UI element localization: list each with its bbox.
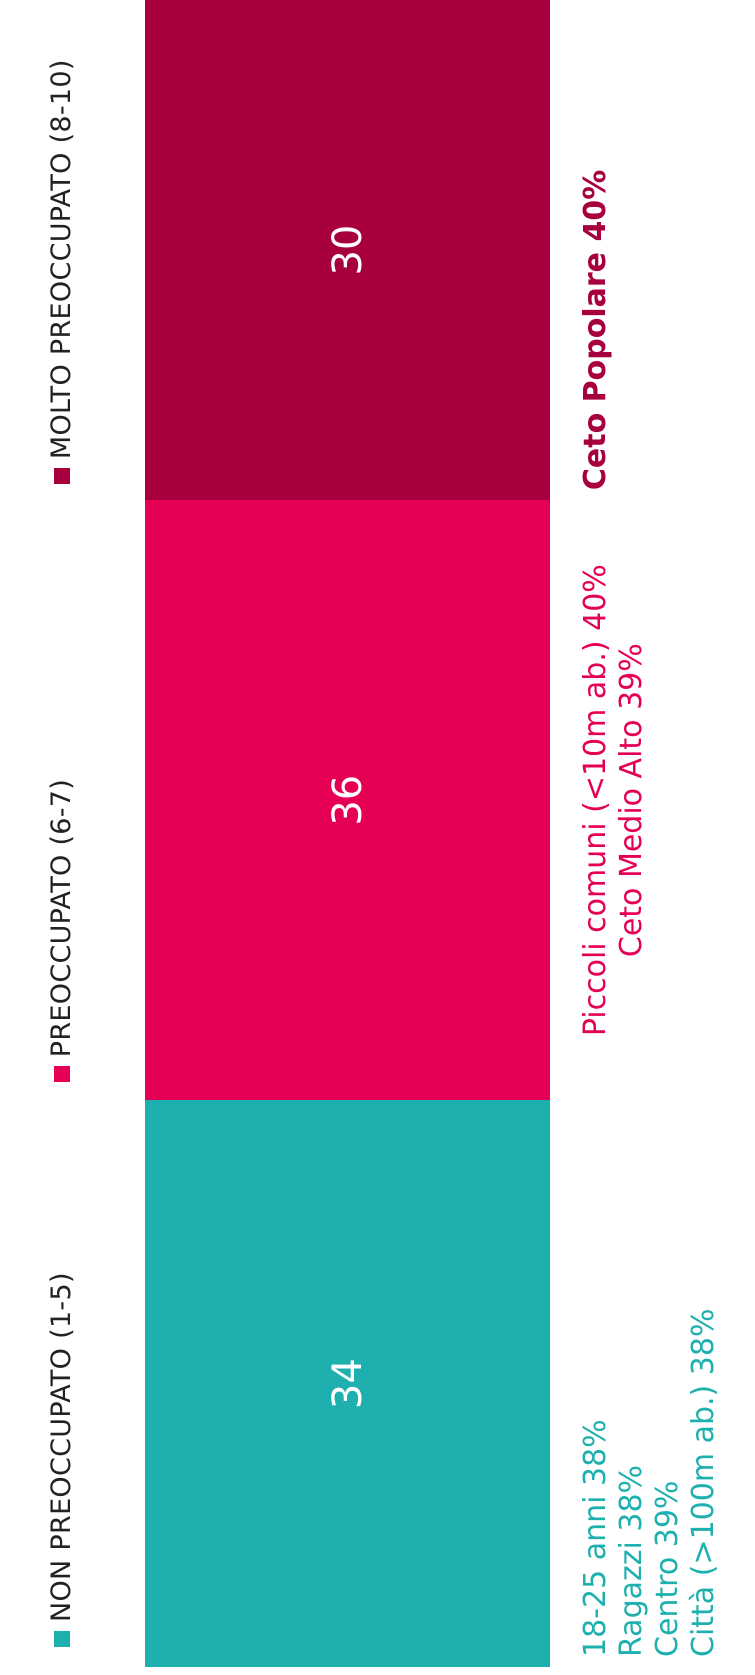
legend-swatch-preoccupato <box>53 1066 70 1083</box>
stacked-bar: 34 36 30 <box>145 0 550 1667</box>
annotation-line: Ceto Popolare 40% <box>578 169 613 491</box>
data-label-preoccupato: 36 <box>324 774 371 826</box>
annotation-preoccupato: Piccoli comuni (<10m ab.) 40% Ceto Medio… <box>578 520 650 1080</box>
bar-segment-preoccupato: 36 <box>145 500 550 1101</box>
legend-swatch-molto-preoccupato <box>53 468 70 485</box>
legend-swatch-non-preoccupato <box>53 1631 70 1647</box>
annotation-non-preoccupato: 18-25 anni 38% Ragazzi 38% Centro 39% Ci… <box>578 1097 722 1657</box>
annotation-line: Centro 39% <box>650 1480 685 1657</box>
annotation-line: 18-25 anni 38% <box>578 1419 613 1657</box>
chart-legend: NON PREOCCUPATO (1-5) PREOCCUPATO (6-7) … <box>0 0 120 1675</box>
legend-item-molto-preoccupato: MOLTO PREOCCUPATO (8-10) <box>46 59 77 485</box>
annotation-line: Ragazzi 38% <box>614 1464 649 1657</box>
annotation-molto-preoccupato: Ceto Popolare 40% <box>578 0 614 490</box>
bar-segment-molto-preoccupato: 30 <box>145 0 550 501</box>
legend-label-non-preoccupato: NON PREOCCUPATO (1-5) <box>46 1272 77 1622</box>
data-label-molto-preoccupato: 30 <box>324 224 371 276</box>
annotation-line: Piccoli comuni (<10m ab.) 40% <box>578 564 613 1037</box>
legend-label-preoccupato: PREOCCUPATO (6-7) <box>46 778 77 1058</box>
bar-segment-non-preoccupato: 34 <box>145 1100 550 1667</box>
legend-item-preoccupato: PREOCCUPATO (6-7) <box>46 778 77 1083</box>
legend-label-molto-preoccupato: MOLTO PREOCCUPATO (8-10) <box>46 59 77 460</box>
annotation-line: Città (>100m ab.) 38% <box>686 1308 721 1657</box>
legend-item-non-preoccupato: NON PREOCCUPATO (1-5) <box>46 1272 77 1647</box>
annotation-line: Ceto Medio Alto 39% <box>614 643 649 958</box>
data-label-non-preoccupato: 34 <box>324 1358 371 1410</box>
